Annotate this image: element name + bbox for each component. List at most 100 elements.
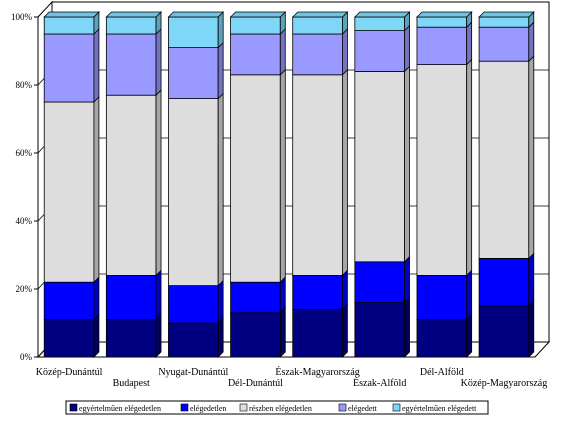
x-category-label: Közép-Magyarország — [461, 378, 548, 389]
bar-front — [354, 16, 405, 32]
bar-segment — [354, 296, 410, 358]
bar-segment — [230, 306, 286, 358]
bar-stack — [43, 11, 100, 358]
bar-front — [354, 30, 405, 72]
bar-front — [168, 285, 219, 324]
legend-item: részben elégedetlen — [239, 403, 312, 413]
x-category-label: Dél-Alföld — [420, 367, 464, 378]
bar-front — [416, 274, 468, 320]
bar-segment — [416, 313, 473, 358]
bar-top — [43, 11, 100, 18]
bar-segment — [292, 28, 348, 76]
bar-side — [155, 313, 162, 358]
bar-segment — [478, 11, 535, 29]
bar-side — [155, 269, 162, 321]
bar-front — [292, 16, 343, 35]
bar-side — [466, 58, 473, 277]
x-category-label: Budapest — [113, 378, 150, 389]
legend-swatch — [180, 403, 189, 412]
bar-segment — [354, 255, 410, 304]
bar-segment — [168, 279, 224, 324]
bar-side — [155, 89, 162, 277]
bar-front — [354, 71, 405, 263]
bar-segment — [230, 68, 286, 284]
x-category-label: Dél-Dunántúl — [228, 378, 283, 389]
bar-segment — [168, 317, 224, 358]
legend-box — [65, 400, 489, 415]
bar-side — [404, 24, 410, 73]
bar-front — [168, 47, 219, 99]
bar-segment — [43, 96, 100, 284]
bar-side — [342, 68, 348, 277]
bar-front — [354, 261, 405, 303]
bar-side — [342, 28, 348, 76]
bar-front — [168, 322, 219, 358]
bar-side — [217, 92, 224, 287]
bar-front — [105, 274, 157, 320]
bar-top — [229, 11, 287, 18]
legend-item: elégedett — [338, 403, 378, 413]
bar-top — [478, 11, 535, 18]
x-category-label: Közép-Dunántúl — [36, 367, 103, 378]
y-tick-label: 80% — [16, 80, 33, 90]
y-tick-label: 60% — [16, 148, 33, 158]
bar-side — [466, 21, 473, 66]
legend-swatch — [338, 403, 347, 412]
bar-segment — [105, 269, 162, 321]
bar-side — [217, 11, 224, 49]
legend-swatch — [392, 403, 401, 412]
bar-front — [105, 16, 157, 35]
bar-segment — [229, 11, 287, 35]
y-axis-ticks: 0% 20% 40% 60% 80% 100% — [11, 12, 39, 362]
x-axis-labels: Közép-DunántúlBudapestNyugat-DunántúlDél… — [36, 366, 548, 389]
bar-front — [105, 33, 157, 96]
bar-front — [354, 302, 405, 358]
bar-side — [528, 252, 535, 307]
y-tick-label: 20% — [16, 284, 33, 294]
bar-front — [478, 16, 530, 28]
bar-front — [230, 74, 281, 283]
bar-front — [230, 33, 281, 76]
bar-front — [292, 74, 343, 276]
bar-stack — [167, 11, 225, 358]
bar-top — [291, 11, 349, 18]
bar-front — [168, 98, 219, 286]
bar-side — [217, 41, 224, 100]
bar-front — [168, 16, 219, 49]
bar-segment — [230, 276, 286, 314]
bar-segment — [354, 65, 410, 263]
legend-item: elégedetlen — [180, 403, 226, 413]
bar-front — [230, 312, 281, 358]
bar-segment — [292, 68, 348, 277]
bar-segment — [105, 89, 162, 277]
bar-side — [93, 28, 100, 103]
bar-side — [404, 296, 410, 358]
x-category-label: Nyugat-Dunántúl — [158, 367, 228, 378]
bar-side — [342, 303, 348, 358]
legend-swatch — [239, 403, 248, 412]
bar-segment — [478, 252, 535, 307]
bar-front — [105, 94, 157, 276]
bar-segment — [43, 313, 100, 358]
bar-segment — [105, 11, 163, 35]
bar-front — [478, 305, 530, 358]
bar-top — [353, 11, 411, 18]
bar-front — [292, 33, 343, 76]
bars — [43, 11, 535, 358]
bar-side — [279, 28, 286, 76]
bar-side — [93, 96, 100, 284]
bar-stack — [415, 11, 473, 358]
bar-stack — [291, 11, 349, 358]
bar-segment — [292, 269, 348, 311]
bar-front — [43, 281, 95, 321]
bar-side — [528, 21, 535, 63]
bar-segment — [43, 28, 100, 103]
y-tick-label: 40% — [16, 216, 33, 226]
legend-label: elégedett — [348, 404, 378, 413]
bar-segment — [353, 11, 411, 32]
bar-side — [279, 276, 286, 314]
bar-top — [105, 11, 163, 18]
bar-segment — [230, 28, 286, 76]
legend: egyértelműen elégedetlen elégedetlen részb… — [65, 400, 489, 415]
